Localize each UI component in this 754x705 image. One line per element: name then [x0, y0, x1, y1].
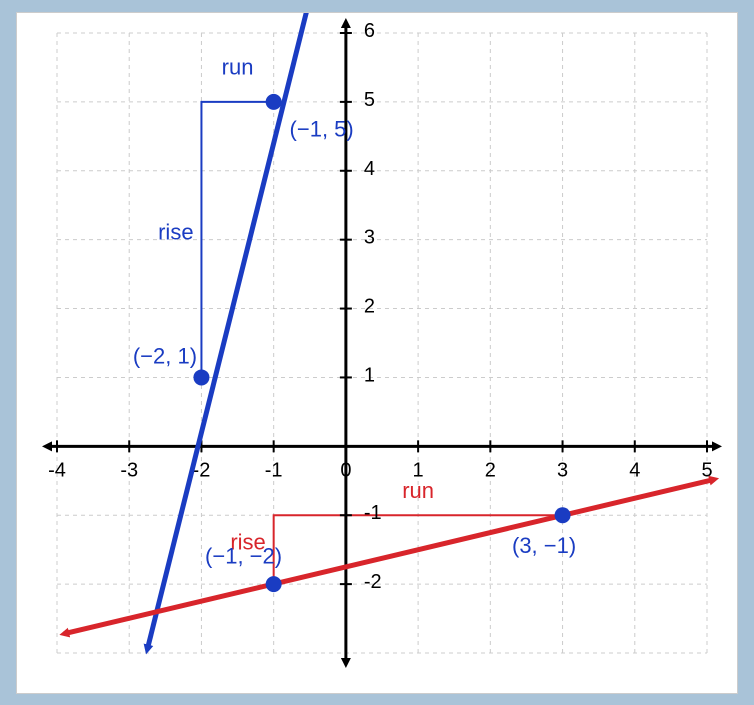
- xtick-label: 4: [629, 459, 640, 481]
- axes: -4-3-2-1012345-2-1123456: [47, 20, 717, 663]
- xtick-label: 2: [485, 459, 496, 481]
- point-p3: [266, 576, 282, 592]
- run-label: run: [222, 54, 254, 79]
- ytick-label: 6: [364, 20, 375, 42]
- point-label-p2: (−1, 5): [290, 116, 354, 141]
- point-p2: [266, 93, 282, 109]
- xtick-label: 1: [413, 459, 424, 481]
- ytick-label: 1: [364, 364, 375, 386]
- point-label-p4: (3, −1): [512, 533, 576, 558]
- point-label-p1: (−2, 1): [133, 343, 197, 368]
- ytick-label: 4: [364, 157, 375, 179]
- chart-svg: riserunriserun-4-3-2-1012345-2-1123456(−…: [17, 13, 737, 693]
- ytick-label: 2: [364, 295, 375, 317]
- point-label-p3: (−1, −2): [205, 543, 282, 568]
- xtick-label: 3: [557, 459, 568, 481]
- xtick-label: -3: [120, 459, 138, 481]
- red-line: [64, 479, 714, 633]
- rise-label: rise: [158, 219, 193, 244]
- xtick-label: 0: [340, 459, 351, 481]
- point-p1: [193, 369, 209, 385]
- line-slope-chart: riserunriserun-4-3-2-1012345-2-1123456(−…: [16, 12, 738, 694]
- run-label: run: [402, 478, 434, 503]
- ytick-label: -2: [364, 571, 382, 593]
- point-p4: [555, 507, 571, 523]
- xtick-label: -4: [48, 459, 66, 481]
- xtick-label: -1: [265, 459, 283, 481]
- ytick-label: 3: [364, 226, 375, 248]
- ytick-label: 5: [364, 88, 375, 110]
- ytick-label: -1: [364, 502, 382, 524]
